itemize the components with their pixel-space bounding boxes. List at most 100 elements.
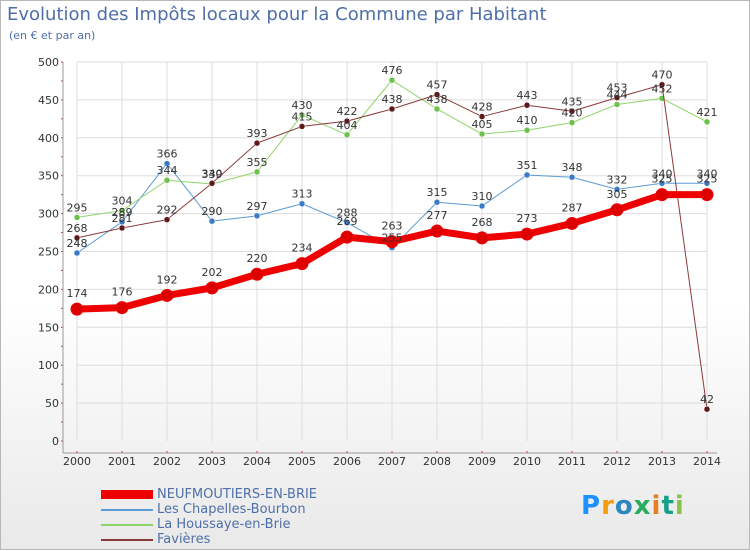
data-label: 422 [337,105,358,118]
data-point [433,91,441,98]
y-tick-label: 0 [52,435,59,448]
x-tick-label: 2009 [468,455,496,468]
x-tick-label: 2002 [153,455,181,468]
data-point [385,235,399,249]
logo-letter: t [661,491,675,521]
data-point [208,180,216,187]
data-point [478,130,486,138]
data-point [613,186,621,193]
y-tick-label: 300 [38,208,59,221]
data-point [568,108,576,115]
data-label: 340 [652,167,673,180]
data-point [523,101,531,109]
data-label: 444 [607,88,628,101]
data-label: 174 [67,287,88,300]
data-label: 457 [427,79,448,92]
data-point [388,76,396,84]
data-label: 295 [67,201,88,214]
data-point [655,188,669,202]
proxiti-logo: Proxiti [581,491,685,521]
data-point [523,171,531,179]
data-label: 176 [112,286,133,299]
data-point [73,234,81,242]
data-label: 428 [472,101,493,114]
legend-label: La Houssaye-en-Brie [157,517,291,532]
data-point [475,231,489,245]
data-label: 351 [517,159,538,172]
data-label: 268 [472,216,493,229]
data-label: 263 [382,220,403,233]
data-label: 340 [697,167,718,180]
data-label: 355 [247,156,268,169]
data-point [298,123,306,130]
data-label: 430 [292,99,313,112]
data-label: 305 [607,188,628,201]
data-label: 304 [112,195,133,208]
y-tick-label: 350 [38,170,59,183]
data-label: 269 [337,215,358,228]
data-label: 42 [700,393,714,406]
data-label: 292 [157,204,178,217]
x-tick-label: 2004 [243,455,271,468]
chart-subtitle: (en € et par an) [9,29,96,42]
legend-swatch [101,539,153,541]
data-label: 420 [562,107,583,120]
data-label: 421 [697,106,718,119]
data-point [208,217,216,225]
legend-swatch [101,509,153,511]
data-point [520,227,534,241]
data-point [610,203,624,217]
data-label: 415 [292,110,313,123]
data-label: 281 [112,212,133,225]
data-point [298,111,306,119]
data-point [700,188,714,202]
y-tick-label: 450 [38,94,59,107]
logo-letter: x [633,491,652,521]
data-point [523,126,531,134]
chart-title: Evolution des Impôts locaux pour la Comm… [7,4,547,25]
data-label: 315 [427,186,448,199]
data-point [613,94,621,101]
data-point [343,219,351,226]
data-point [298,200,306,207]
data-label: 443 [517,89,538,102]
x-tick-label: 2014 [693,455,721,468]
x-tick-label: 2001 [108,455,136,468]
data-label: 435 [562,95,583,108]
logo-letter: P [581,491,602,521]
data-point [160,288,174,302]
data-label: 297 [247,200,268,213]
x-tick-label: 2007 [378,455,406,468]
x-tick-label: 2003 [198,455,226,468]
x-tick-label: 2013 [648,455,676,468]
data-point [478,202,486,210]
x-tick-label: 2010 [513,455,541,468]
data-label: 438 [427,93,448,106]
data-point [340,230,354,244]
data-label: 313 [292,188,313,201]
data-point [343,131,351,139]
y-tick-label: 150 [38,321,59,334]
data-label: 332 [607,173,628,186]
data-point [658,180,666,187]
logo-letter: i [651,491,662,521]
data-label: 404 [337,119,358,132]
data-point [388,105,396,113]
y-tick-label: 200 [38,283,59,296]
data-label: 273 [517,212,538,225]
data-point [295,257,309,271]
data-label: 289 [112,206,133,219]
data-point [703,405,711,413]
data-label: 339 [202,168,223,181]
data-label: 366 [157,148,178,161]
data-label: 410 [517,114,538,127]
data-label: 325 [652,173,673,186]
data-point [163,160,171,167]
data-label: 234 [292,242,313,255]
data-point [205,281,219,295]
data-label: 288 [337,207,358,220]
data-point [73,214,81,221]
x-tick-label: 2011 [558,455,586,468]
data-point [253,168,261,176]
